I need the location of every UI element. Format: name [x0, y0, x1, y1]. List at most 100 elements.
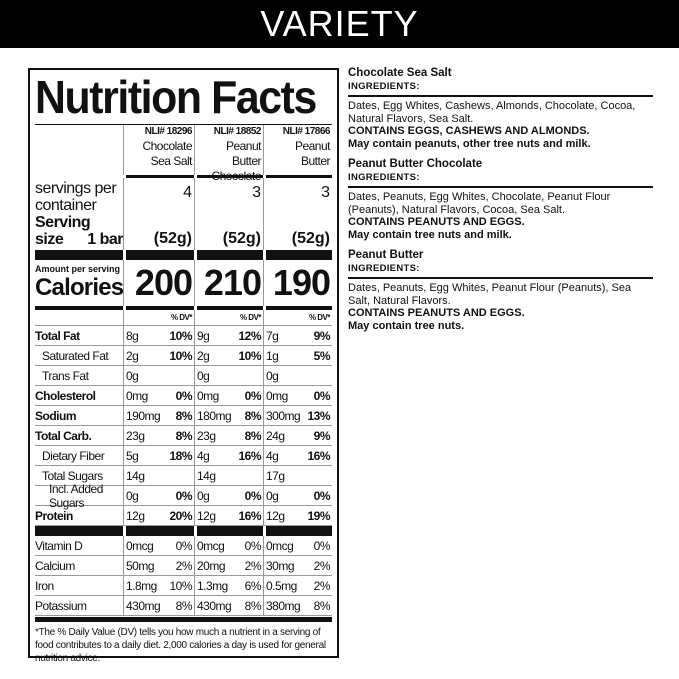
product-name: Chocolate: [142, 139, 192, 153]
dv-header: % DV*: [239, 313, 262, 322]
divider-bar: [35, 306, 332, 310]
nutrient-dv: 9%: [313, 328, 331, 343]
nutrient-amount: 190mg: [126, 408, 161, 423]
nutrient-row: Total Carb. 23g 8% 23g 8% 24g 9%: [35, 426, 332, 446]
nutrient-amount: 50mg: [126, 558, 155, 573]
serving-size-value: 1 bar: [87, 231, 123, 248]
nutrient-amount: 380mg: [266, 598, 301, 613]
calories-value: 210: [203, 262, 262, 303]
nutrient-amount: 1.8mg: [126, 578, 157, 593]
ingredients-label: INGREDIENTS:: [348, 262, 653, 279]
nutrient-row: Trans Fat 0g 0g 0g: [35, 366, 332, 386]
nutrient-label: Trans Fat: [42, 368, 89, 383]
nutrient-dv: 10%: [169, 578, 192, 593]
nutrient-dv: 20%: [169, 508, 192, 523]
nutrient-amount: 24g: [266, 428, 285, 443]
nutrient-row: Calcium 50mg 2% 20mg 2% 30mg 2%: [35, 556, 332, 576]
ingredients-panel: Chocolate Sea Salt INGREDIENTS: Dates, Egg…: [348, 67, 653, 340]
nli-number: NLI# 17866: [282, 126, 331, 137]
calories-value: 190: [272, 262, 331, 303]
nutrient-amount: 430mg: [197, 598, 232, 613]
product-header: NLI# 18296 Chocolate Sea Salt NLI# 18852 Pea…: [35, 125, 332, 616]
nutrient-amount: 430mg: [126, 598, 161, 613]
serving-size-value: (52g): [291, 230, 330, 247]
nutrient-amount: 0g: [197, 488, 210, 503]
amount-per-serving-label: Amount per serving: [35, 264, 121, 274]
nutrient-row: Total Fat 8g 10% 9g 12% 7g 9%: [35, 326, 332, 346]
nutrient-amount: 0mg: [197, 388, 219, 403]
nli-number: NLI# 18296: [144, 126, 193, 137]
nutrient-dv: 8%: [175, 408, 193, 423]
nutrient-amount: 20mg: [197, 558, 226, 573]
nutrient-amount: 14g: [126, 468, 145, 483]
dv-header: % DV*: [308, 313, 331, 322]
ingredients-label: INGREDIENTS:: [348, 80, 653, 97]
nutrient-label: Total Sugars: [42, 468, 103, 483]
nutrient-amount: 5g: [126, 448, 139, 463]
allergen-contains: CONTAINS PEANUTS AND EGGS.: [348, 216, 525, 228]
nutrient-amount: 23g: [197, 428, 216, 443]
nutrient-amount: 2g: [197, 348, 210, 363]
nutrient-dv: 0%: [175, 488, 193, 503]
nutrient-dv: 19%: [307, 508, 330, 523]
calories-value-cell: 190: [263, 260, 332, 306]
nutrient-amount: 0.5mg: [266, 578, 297, 593]
nutrient-amount: 0mcg: [197, 538, 225, 553]
nutrient-dv: 0%: [313, 488, 331, 503]
servings-value: 3: [321, 184, 330, 201]
ingredients-text: Dates, Peanuts, Egg Whites, Peanut Flour…: [348, 282, 632, 307]
page-title: VARIETY: [0, 0, 679, 48]
product-name: Chocolate Sea Salt: [348, 67, 452, 79]
calories-value-cell: 210: [194, 260, 263, 306]
serving-size-value: (52g): [222, 230, 261, 247]
nutrient-row: Saturated Fat 2g 10% 2g 10% 1g 5%: [35, 346, 332, 366]
nutrient-dv: 10%: [238, 348, 261, 363]
calories-value-cell: 200: [123, 260, 194, 306]
nutrient-amount: 0mg: [126, 388, 148, 403]
nutrient-label: Total Fat: [35, 328, 80, 343]
nutrient-row: Total Sugars 14g 14g 17g: [35, 466, 332, 486]
nutrient-label: Protein: [35, 508, 73, 523]
serving-size-label: size: [35, 231, 64, 248]
nutrient-row: Protein 12g 20% 12g 16% 12g 19%: [35, 506, 332, 526]
nutrient-dv: 0%: [313, 388, 331, 403]
nutrient-dv: 8%: [175, 428, 193, 443]
product-name: Peanut Butter: [348, 249, 424, 261]
nutrient-label: Iron: [35, 578, 54, 593]
nutrient-dv: 16%: [307, 448, 330, 463]
nutrient-dv: 8%: [244, 408, 262, 423]
nutrient-row: Iron 1.8mg 10% 1.3mg 6% 0.5mg 2%: [35, 576, 332, 596]
divider-bar: [35, 250, 332, 260]
nutrient-dv: 16%: [238, 448, 261, 463]
nutrient-dv: 0%: [313, 538, 331, 553]
nutrition-facts-panel: Nutrition Facts NLI# 18296 Chocolate Sea S…: [28, 68, 339, 664]
nutrient-amount: 4g: [266, 448, 279, 463]
nutrient-amount: 0g: [197, 368, 210, 383]
nutrient-label: Sodium: [35, 408, 77, 423]
nutrient-amount: 0mcg: [266, 538, 294, 553]
nutrient-label: Incl. Added Sugars: [49, 481, 103, 510]
ingredients-text: Dates, Egg Whites, Cashews, Almonds, Cho…: [348, 100, 636, 125]
servings-label: container: [35, 197, 97, 214]
allergen-contains: CONTAINS PEANUTS AND EGGS.: [348, 307, 525, 319]
product-name: Peanut Butter Chocolate: [348, 158, 483, 170]
nutrient-dv: 8%: [313, 598, 331, 613]
nutrient-amount: 7g: [266, 328, 279, 343]
nutrient-row: Sodium 190mg 8% 180mg 8% 300mg 13%: [35, 406, 332, 426]
nutrient-amount: 8g: [126, 328, 139, 343]
divider-bar: [35, 175, 332, 178]
nutrient-amount: 4g: [197, 448, 210, 463]
nutrient-label: Saturated Fat: [42, 348, 109, 363]
nutrient-amount: 9g: [197, 328, 210, 343]
nutrient-label: Dietary Fiber: [42, 448, 105, 463]
nutrient-amount: 12g: [266, 508, 285, 523]
nutrient-dv: 0%: [244, 538, 262, 553]
footnote: *The % Daily Value (DV) tells you how mu…: [35, 627, 326, 664]
product-name: Peanut Butter: [225, 139, 262, 168]
nutrient-dv: 0%: [175, 388, 193, 403]
nutrient-dv: 0%: [244, 488, 262, 503]
allergen-may-contain: May contain peanuts, other tree nuts and…: [348, 137, 591, 150]
product-name: Butter: [300, 154, 331, 168]
nutrient-amount: 180mg: [197, 408, 232, 423]
